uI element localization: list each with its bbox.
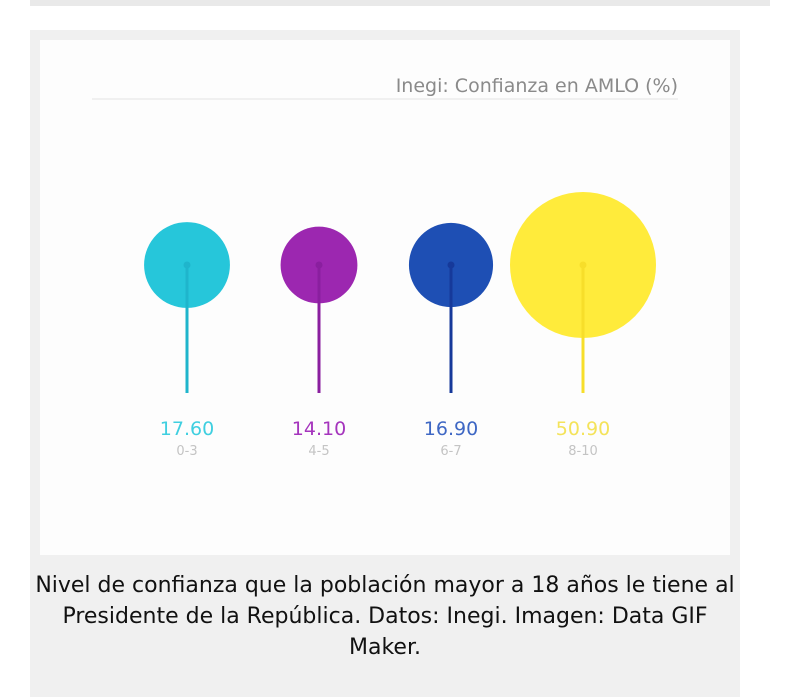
value-label-0-3: 17.60 [160, 418, 214, 440]
stem-dot-4-5 [316, 262, 323, 269]
top-divider-strip [30, 0, 770, 6]
bubbles-group: 17.60 0-3 14.10 4-5 16.90 6-7 50.90 8-10 [144, 192, 656, 459]
stem-dot-6-7 [448, 262, 455, 269]
category-label-8-10: 8-10 [568, 444, 598, 459]
chart-title: Inegi: Confianza en AMLO (%) [396, 75, 678, 97]
value-label-6-7: 16.90 [424, 418, 478, 440]
bubble-chart: Inegi: Confianza en AMLO (%) 17.60 0-3 14.… [40, 40, 730, 555]
stem-dot-0-3 [184, 262, 191, 269]
category-label-4-5: 4-5 [308, 444, 329, 459]
category-label-6-7: 6-7 [440, 444, 461, 459]
value-label-4-5: 14.10 [292, 418, 346, 440]
chart-panel: Inegi: Confianza en AMLO (%) 17.60 0-3 14.… [40, 40, 730, 555]
chart-card: Inegi: Confianza en AMLO (%) 17.60 0-3 14.… [30, 30, 740, 697]
stem-dot-8-10 [580, 262, 587, 269]
image-caption: Nivel de confianza que la población mayo… [30, 570, 740, 663]
category-label-0-3: 0-3 [176, 444, 197, 459]
value-label-8-10: 50.90 [556, 418, 610, 440]
